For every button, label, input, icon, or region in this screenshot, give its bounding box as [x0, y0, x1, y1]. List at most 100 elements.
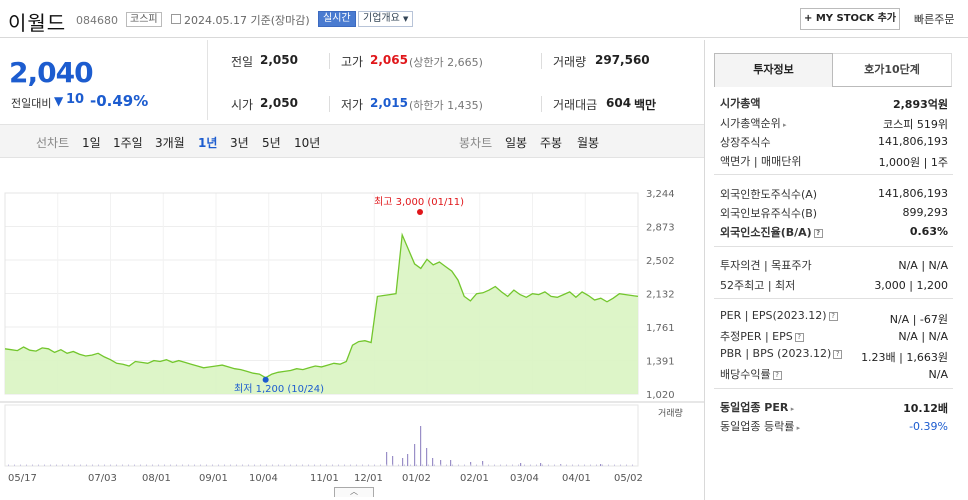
volume-bar [74, 464, 75, 466]
help-icon[interactable]: ? [828, 311, 838, 321]
volume-bar [152, 464, 153, 466]
volume-bar [260, 464, 261, 466]
volume-bar [410, 464, 411, 466]
investment-info-panel [704, 40, 968, 500]
dividend-value: N/A [928, 368, 948, 381]
volume-bar [314, 464, 315, 466]
collapse-chart-button[interactable]: ︿ [334, 487, 374, 497]
open-label: 시가 [231, 98, 254, 112]
price-chart[interactable]: 3,244 2,873 2,502 2,132 1,761 1,391 1,020 최고 3,… [0, 170, 704, 488]
volume-bar [206, 464, 207, 466]
stock-header [0, 0, 968, 38]
volume-bar [200, 464, 201, 466]
tab-daily[interactable]: 일봉 [505, 136, 528, 150]
divider [329, 53, 330, 69]
foreign-limit-label: 외국인한도주식수(A) [720, 188, 818, 201]
volume-bar [272, 464, 273, 466]
volume-bar [422, 464, 423, 466]
open-value: 2,050 [260, 96, 298, 110]
industry-rate-label: 동일업종 등락률 [720, 420, 795, 433]
help-icon[interactable]: ? [794, 332, 804, 342]
help-icon[interactable]: ? [813, 228, 823, 238]
volume-bar [320, 464, 321, 466]
foreign-rate-value: 0.63% [909, 225, 948, 238]
par-value: 1,000원 | 1주 [878, 156, 948, 169]
tab-weekly[interactable]: 주봉 [540, 136, 563, 150]
tab-order-book[interactable]: 호가10단계 [833, 53, 952, 87]
industry-per-label: 동일업종 PER [720, 401, 789, 414]
tab-investment-info[interactable]: 투자정보 [714, 53, 833, 87]
help-icon[interactable]: ? [833, 349, 843, 359]
tab-3y[interactable]: 3년 [230, 136, 249, 150]
volume-bar [590, 464, 591, 466]
volume-bar [518, 464, 519, 466]
tab-5y[interactable]: 5년 [262, 136, 281, 150]
high-value: 2,065 [370, 53, 408, 67]
chart-period-bar [0, 124, 704, 158]
par-label: 액면가 | 매매단위 [720, 155, 802, 168]
low-value: 2,015 [370, 96, 408, 110]
tab-1d[interactable]: 1일 [82, 136, 101, 150]
high-marker [417, 209, 423, 215]
volume-bar [632, 464, 633, 466]
volume-bar [56, 464, 57, 466]
help-icon[interactable]: ? [772, 370, 782, 380]
industry-rate-value: -0.39% [909, 420, 948, 433]
company-overview-label: 기업개요 [363, 13, 400, 24]
volume-bar [374, 464, 375, 466]
volume-bar [440, 464, 441, 466]
tab-1w[interactable]: 1주일 [113, 136, 143, 150]
price-summary [0, 40, 208, 120]
volume-bar [26, 464, 27, 466]
tab-3m[interactable]: 3개월 [155, 136, 185, 150]
volume-bar [302, 464, 303, 466]
volume-bar [524, 464, 525, 466]
y-tick-label: 1,391 [646, 357, 675, 368]
volume-bar [506, 464, 507, 466]
volume-bar [98, 464, 99, 466]
divider [329, 96, 330, 112]
foreign-rate-row: 외국인소진율(B/A)? [720, 224, 823, 240]
volume-bar [50, 464, 51, 466]
volume-bar [482, 461, 484, 466]
stock-name: 이월드 [8, 11, 67, 35]
foreign-rate-label: 외국인소진율(B/A) [720, 226, 812, 239]
volume-bar [254, 464, 255, 466]
realtime-button[interactable]: 실시간 [318, 11, 356, 27]
volume-bar [432, 458, 434, 466]
market-cap-rank-link[interactable]: 시가총액순위 ▸ [720, 115, 786, 131]
est-per-label: 추정PER | EPS [720, 330, 793, 343]
per-label: PER | EPS(2023.12) [720, 309, 827, 322]
divider [541, 96, 542, 112]
volume-bar [338, 464, 339, 466]
volume-bar [248, 464, 249, 466]
volume-bar [520, 463, 522, 466]
dividend-label: 배당수익률 [720, 368, 771, 381]
volume-bar [392, 464, 393, 466]
company-overview-button[interactable]: 기업개요 ▼ [358, 11, 414, 27]
volume-bar [386, 452, 388, 466]
volume-bar [290, 464, 291, 466]
divider [541, 53, 542, 69]
my-stock-add-button[interactable]: + MY STOCK 추가 [800, 8, 900, 30]
industry-per-link[interactable]: 동일업종 PER ▸ [720, 399, 794, 415]
tab-monthly[interactable]: 월봉 [577, 136, 600, 150]
change-amount: 10 [66, 92, 85, 107]
divider [714, 246, 953, 247]
industry-rate-link[interactable]: 동일업종 등락률 ▸ [720, 418, 800, 434]
volume-bar [402, 458, 404, 466]
volume-bar [62, 464, 63, 466]
volume-bar [68, 464, 69, 466]
divider [714, 174, 953, 175]
tab-10y[interactable]: 10년 [294, 136, 321, 150]
tab-1y[interactable]: 1년 [198, 136, 218, 150]
volume-bar [44, 464, 45, 466]
volume-bar [458, 464, 459, 466]
volume-bar [608, 464, 609, 466]
x-tick-label: 02/01 [460, 473, 489, 484]
volume-bar [407, 454, 409, 466]
volume-bar [326, 464, 327, 466]
low-marker [262, 376, 269, 383]
volume-bar [530, 464, 531, 466]
quick-order-link[interactable]: 빠른주문 [914, 13, 955, 26]
